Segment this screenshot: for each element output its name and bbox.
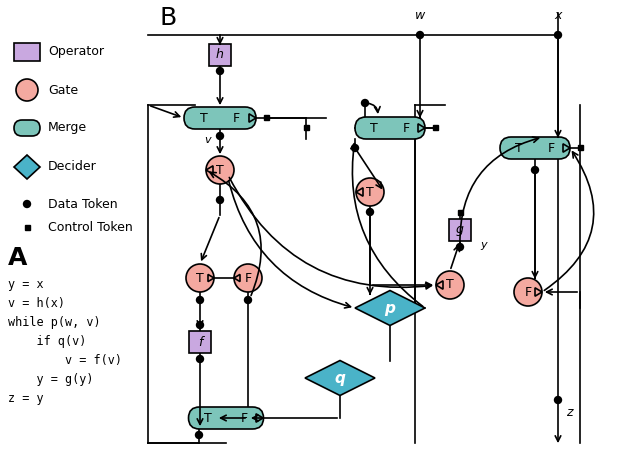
Text: q: q	[335, 371, 346, 385]
Text: Decider: Decider	[48, 160, 97, 173]
Bar	[189, 331, 211, 353]
Text: Merge: Merge	[48, 122, 87, 135]
Text: Control Token: Control Token	[48, 221, 132, 235]
Text: p: p	[385, 301, 396, 315]
Bar	[209, 44, 231, 66]
Bar	[458, 211, 463, 215]
Bar	[264, 116, 269, 120]
Text: Gate: Gate	[48, 83, 78, 96]
FancyBboxPatch shape	[189, 407, 264, 429]
Text: F: F	[232, 112, 239, 124]
Circle shape	[216, 67, 223, 75]
Text: Data Token: Data Token	[48, 197, 118, 211]
Circle shape	[216, 196, 223, 203]
Text: Operator: Operator	[48, 46, 104, 59]
Bar	[303, 125, 308, 130]
Text: B: B	[159, 6, 177, 30]
Text: T: T	[446, 278, 454, 291]
Circle shape	[554, 31, 561, 39]
Text: T: T	[200, 112, 208, 124]
Text: T: T	[204, 412, 212, 425]
Text: g: g	[456, 224, 464, 236]
Bar	[24, 225, 29, 230]
FancyBboxPatch shape	[184, 107, 256, 129]
Text: F: F	[524, 285, 532, 299]
Circle shape	[531, 166, 538, 173]
FancyBboxPatch shape	[500, 137, 570, 159]
Circle shape	[24, 201, 31, 207]
Circle shape	[195, 431, 202, 438]
Text: F: F	[547, 142, 555, 154]
Text: f: f	[198, 336, 202, 349]
Circle shape	[456, 243, 463, 250]
Bar	[14, 43, 40, 61]
Circle shape	[196, 296, 204, 303]
Bar	[577, 146, 582, 150]
Text: F: F	[241, 412, 248, 425]
Circle shape	[196, 355, 204, 362]
Circle shape	[436, 271, 464, 299]
FancyBboxPatch shape	[355, 117, 425, 139]
Text: y = x
v = h(x)
while p(w, v)
    if q(v)
        v = f(v)
    y = g(y)
z = y: y = x v = h(x) while p(w, v) if q(v) v =…	[8, 278, 122, 405]
Text: y: y	[480, 240, 486, 250]
Text: F: F	[244, 272, 252, 284]
Circle shape	[234, 264, 262, 292]
Circle shape	[186, 264, 214, 292]
Circle shape	[362, 100, 369, 106]
Circle shape	[16, 79, 38, 101]
Bar	[433, 125, 438, 130]
Text: h: h	[216, 48, 224, 61]
Text: A: A	[8, 246, 28, 270]
Polygon shape	[14, 155, 40, 179]
Text: F: F	[403, 122, 410, 135]
Text: T: T	[370, 122, 378, 135]
Bar	[449, 219, 471, 241]
Circle shape	[417, 31, 424, 39]
Text: T: T	[216, 164, 224, 177]
Circle shape	[554, 396, 561, 403]
Polygon shape	[355, 290, 425, 325]
Circle shape	[216, 132, 223, 140]
Circle shape	[206, 156, 234, 184]
Circle shape	[367, 208, 374, 215]
Text: T: T	[366, 185, 374, 199]
Text: x: x	[554, 10, 562, 23]
Circle shape	[196, 321, 204, 329]
Circle shape	[356, 178, 384, 206]
FancyBboxPatch shape	[14, 120, 40, 136]
Text: v: v	[205, 135, 211, 145]
Circle shape	[244, 296, 252, 303]
Text: T: T	[196, 272, 204, 284]
Text: w: w	[415, 10, 425, 23]
Text: T: T	[515, 142, 523, 154]
Text: z: z	[566, 406, 573, 419]
Circle shape	[514, 278, 542, 306]
Circle shape	[351, 144, 358, 152]
Polygon shape	[305, 361, 375, 396]
